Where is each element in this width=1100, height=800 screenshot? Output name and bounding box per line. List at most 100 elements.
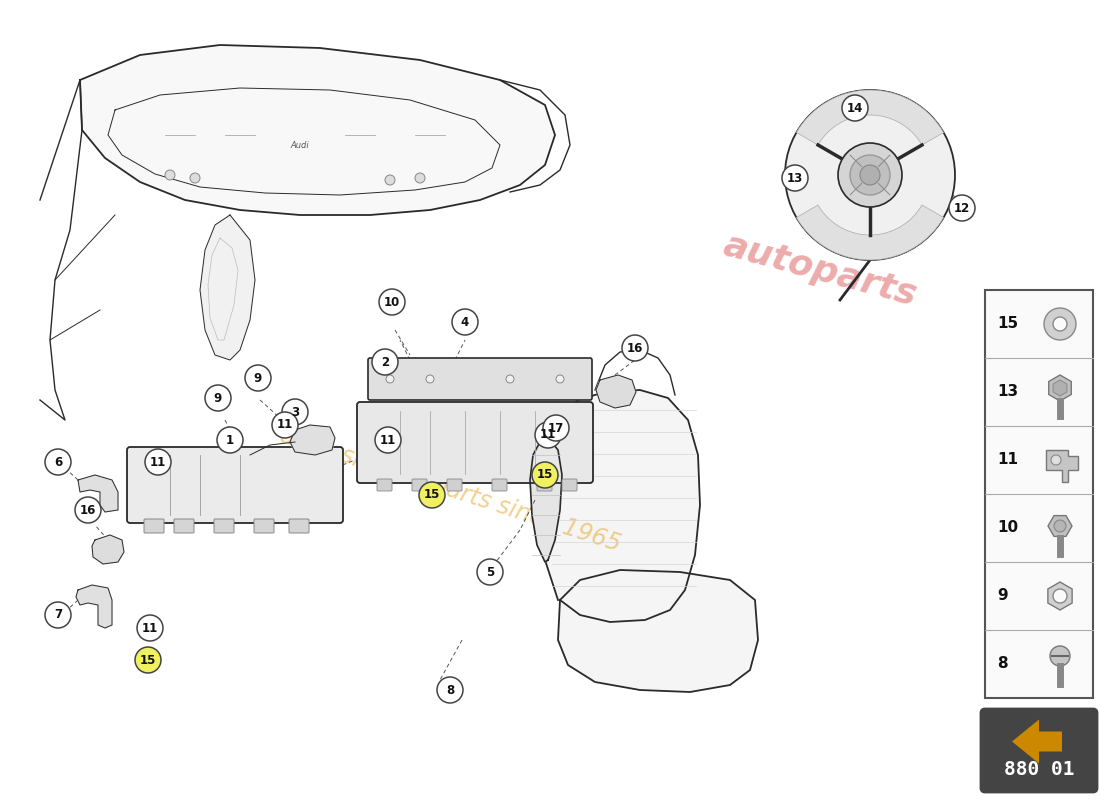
FancyBboxPatch shape (174, 519, 194, 533)
Circle shape (506, 375, 514, 383)
Circle shape (556, 375, 564, 383)
Text: 16: 16 (80, 503, 96, 517)
Circle shape (1050, 646, 1070, 666)
Polygon shape (200, 215, 255, 360)
Text: 11: 11 (150, 455, 166, 469)
Text: 17: 17 (548, 422, 564, 434)
Polygon shape (1048, 375, 1071, 401)
Text: 9: 9 (213, 391, 222, 405)
Circle shape (838, 143, 902, 207)
Circle shape (842, 95, 868, 121)
FancyBboxPatch shape (368, 358, 592, 400)
FancyBboxPatch shape (289, 519, 309, 533)
FancyBboxPatch shape (358, 402, 593, 483)
Polygon shape (1012, 719, 1062, 763)
Text: 15: 15 (140, 654, 156, 666)
Circle shape (282, 399, 308, 425)
Text: 10: 10 (384, 295, 400, 309)
Polygon shape (558, 570, 758, 692)
FancyBboxPatch shape (981, 709, 1097, 792)
Text: 11: 11 (142, 622, 158, 634)
Circle shape (621, 335, 648, 361)
FancyBboxPatch shape (492, 479, 507, 491)
Polygon shape (1048, 516, 1072, 536)
Circle shape (190, 173, 200, 183)
FancyBboxPatch shape (126, 447, 343, 523)
FancyBboxPatch shape (377, 479, 392, 491)
Bar (984, 290, 1093, 698)
Polygon shape (1046, 450, 1078, 482)
Polygon shape (80, 45, 556, 215)
Text: 10: 10 (997, 521, 1019, 535)
Polygon shape (92, 535, 124, 564)
Circle shape (217, 427, 243, 453)
Circle shape (205, 385, 231, 411)
Polygon shape (290, 425, 336, 455)
Text: 8: 8 (446, 683, 454, 697)
Text: 11: 11 (997, 453, 1018, 467)
Circle shape (45, 449, 72, 475)
Text: 15: 15 (997, 317, 1019, 331)
Circle shape (1053, 317, 1067, 331)
Circle shape (372, 349, 398, 375)
Circle shape (785, 90, 955, 260)
Text: 1: 1 (226, 434, 234, 446)
Circle shape (135, 647, 161, 673)
Text: 5: 5 (486, 566, 494, 578)
Circle shape (415, 173, 425, 183)
Text: 3: 3 (290, 406, 299, 418)
Polygon shape (540, 390, 700, 622)
Circle shape (1050, 455, 1062, 465)
Text: 9: 9 (997, 589, 1008, 603)
Text: 12: 12 (954, 202, 970, 214)
Text: 14: 14 (847, 102, 864, 114)
Polygon shape (1053, 380, 1067, 396)
FancyBboxPatch shape (447, 479, 462, 491)
Polygon shape (796, 90, 944, 145)
Text: 880 01: 880 01 (1003, 760, 1075, 778)
FancyBboxPatch shape (537, 479, 552, 491)
Circle shape (379, 289, 405, 315)
Text: 6: 6 (54, 455, 62, 469)
Circle shape (245, 365, 271, 391)
Circle shape (535, 422, 561, 448)
Text: 15: 15 (537, 469, 553, 482)
Circle shape (437, 677, 463, 703)
Circle shape (477, 559, 503, 585)
Circle shape (782, 165, 808, 191)
Circle shape (1054, 520, 1066, 532)
Circle shape (386, 375, 394, 383)
Circle shape (543, 415, 569, 441)
FancyBboxPatch shape (214, 519, 234, 533)
Text: Audi: Audi (290, 141, 309, 150)
Circle shape (1053, 589, 1067, 603)
Text: 11: 11 (277, 418, 293, 431)
Text: 9: 9 (254, 371, 262, 385)
Polygon shape (78, 475, 118, 512)
FancyBboxPatch shape (412, 479, 427, 491)
Circle shape (375, 427, 402, 453)
Text: 4: 4 (461, 315, 469, 329)
FancyBboxPatch shape (144, 519, 164, 533)
Circle shape (272, 412, 298, 438)
Polygon shape (796, 205, 944, 260)
Text: 7: 7 (54, 609, 62, 622)
Circle shape (860, 165, 880, 185)
Text: 11: 11 (540, 429, 557, 442)
FancyBboxPatch shape (254, 519, 274, 533)
Text: 16: 16 (627, 342, 644, 354)
Text: 15: 15 (424, 489, 440, 502)
Text: 13: 13 (786, 171, 803, 185)
Text: 11: 11 (379, 434, 396, 446)
Polygon shape (530, 440, 562, 562)
Circle shape (45, 602, 72, 628)
Circle shape (532, 462, 558, 488)
Circle shape (452, 309, 478, 335)
Polygon shape (1048, 582, 1072, 610)
Text: 2: 2 (381, 355, 389, 369)
FancyBboxPatch shape (562, 479, 578, 491)
Circle shape (75, 497, 101, 523)
Circle shape (1044, 308, 1076, 340)
Text: a passion for parts since 1965: a passion for parts since 1965 (276, 423, 624, 557)
Circle shape (426, 375, 434, 383)
